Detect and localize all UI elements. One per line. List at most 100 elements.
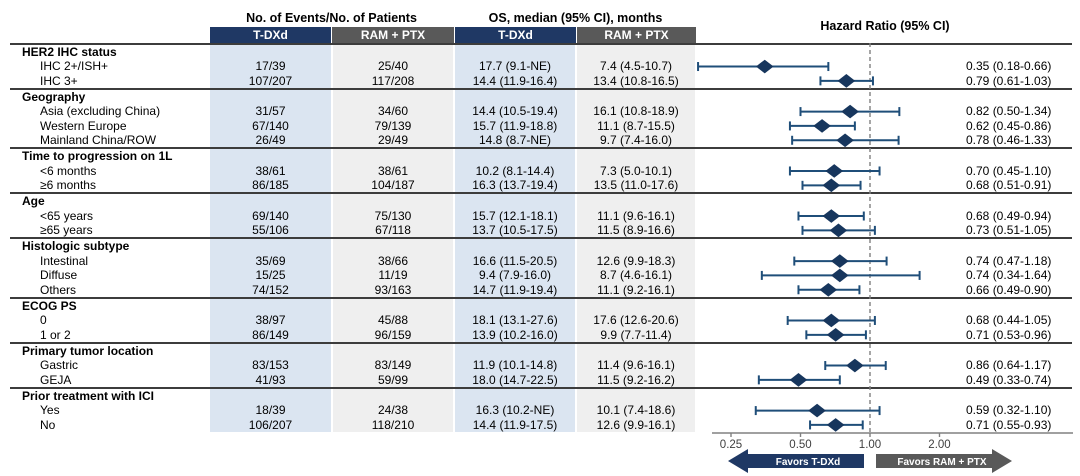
os-tdxd-cell: 17.7 (9.1-NE): [478, 59, 552, 74]
hazard-ratio-value: 0.66 (0.49-0.90): [966, 282, 1052, 297]
subgroup-label: No: [40, 417, 56, 432]
events-tdxd-cell: 83/153: [252, 358, 289, 373]
hazard-ratio-value: 0.62 (0.45-0.86): [966, 118, 1052, 133]
hazard-ratio-value: 0.71 (0.53-0.96): [966, 327, 1052, 342]
subgroup-row: <65 years 69/140 75/130 15.7 (12.1-18.1) 11.…: [10, 209, 1072, 223]
subgroup-label: 1 or 2: [40, 327, 71, 342]
section-header-row: Age: [10, 194, 1072, 208]
os-group-header: OS, median (95% CI), months: [488, 11, 663, 25]
events-tdxd-cell: 74/152: [252, 282, 289, 297]
section-label: Age: [22, 194, 45, 209]
subgroup-label: <65 years: [40, 208, 94, 223]
subgroup-label: Others: [40, 282, 77, 297]
section-header-row: Geography: [10, 90, 1072, 104]
hazard-ratio-value: 0.49 (0.33-0.74): [966, 372, 1052, 387]
subgroup-section: Age <65 years 69/140 75/130 15.7 (12.1-18.1)…: [10, 192, 1072, 237]
subgroup-section: Geography Asia (excluding China) 31/57 34/6…: [10, 88, 1072, 147]
events-tdxd-cell: 17/39: [255, 59, 286, 74]
events-ram-cell: 38/61: [377, 163, 409, 178]
os-tdxd-cell: 18.1 (13.1-27.6): [472, 313, 558, 328]
events-ram-cell: 24/38: [377, 403, 409, 418]
section-header-row: Time to progression on 1L: [10, 149, 1072, 163]
events-tdxd-cell: 15/25: [255, 268, 286, 283]
subgroup-row: IHC 2+/ISH+ 17/39 25/40 17.7 (9.1-NE) 7.4 (4…: [10, 59, 1072, 73]
subgroup-label: GEJA: [40, 372, 72, 387]
events-tdxd-cell: 67/140: [252, 118, 289, 133]
events-tdxd-cell: 86/149: [252, 327, 289, 342]
os-ram-cell: 11.5 (8.9-16.6): [597, 223, 675, 238]
subgroup-row: Others 74/152 93/163 14.7 (11.9-19.4) 11.1 (…: [10, 283, 1072, 297]
events-ram-cell: 83/149: [374, 358, 412, 373]
subgroup-row: No 106/207 118/210 14.4 (11.9-17.5) 12.6 (9.…: [10, 418, 1072, 432]
hazard-ratio-value: 0.68 (0.49-0.94): [966, 208, 1052, 223]
subgroup-row: Yes 18/39 24/38 16.3 (10.2-NE) 10.1 (7.4-18.…: [10, 403, 1072, 417]
subgroup-row: Diffuse 15/25 11/19 9.4 (7.9-16.0) 8.7 (4.6-…: [10, 268, 1072, 282]
os-ram-cell: 16.1 (10.8-18.9): [593, 104, 679, 119]
hazard-ratio-value: 0.79 (0.61-1.03): [966, 73, 1052, 88]
section-label: HER2 IHC status: [22, 45, 117, 59]
section-header-row: ECOG PS: [10, 299, 1072, 313]
events-ram-cell: 34/60: [377, 104, 409, 119]
subgroup-row: Asia (excluding China) 31/57 34/60 14.4 (10…: [10, 104, 1072, 118]
events-ram-cell: 11/19: [378, 268, 408, 283]
hazard-ratio-value: 0.73 (0.51-1.05): [966, 223, 1052, 238]
subgroup-section: Prior treatment with ICI Yes 18/39 24/38 16.…: [10, 386, 1072, 432]
os-tdxd-cell: 14.4 (10.5-19.4): [472, 104, 558, 119]
events-group-header: No. of Events/No. of Patients: [246, 11, 417, 25]
subgroup-row: Gastric 83/153 83/149 11.9 (10.1-14.8) 11.4 …: [10, 358, 1072, 372]
section-label: Time to progression on 1L: [22, 149, 173, 164]
favors-ram-label: Favors RAM + PTX: [897, 457, 987, 468]
os-tdxd-cell: 13.9 (10.2-16.0): [472, 327, 558, 342]
section-header-row: Primary tumor location: [10, 344, 1072, 358]
events-tdxd-cell: 106/207: [248, 417, 293, 432]
os-ram-cell: 12.6 (9.9-16.1): [596, 417, 676, 432]
subgroup-row: GEJA 41/93 59/99 18.0 (14.7-22.5) 11.5 (9.2-…: [10, 373, 1072, 387]
section-label: Primary tumor location: [22, 343, 154, 358]
subgroup-label: Gastric: [40, 358, 79, 373]
os-tdxd-cell: 15.7 (12.1-18.1): [472, 208, 558, 223]
os-ram-cell: 11.5 (9.2-16.2): [597, 372, 675, 387]
favors-ram-arrow: [876, 449, 1012, 473]
favors-tdxd-arrow: [728, 449, 864, 473]
subgroup-section: Time to progression on 1L <6 months 38/61 3…: [10, 147, 1072, 192]
events-tdxd-cell: 86/185: [252, 178, 289, 193]
os-ram-cell: 13.5 (11.0-17.6): [593, 178, 679, 193]
os-tdxd-cell: 13.7 (10.5-17.5): [472, 223, 558, 238]
events-ram-cell: 93/163: [374, 282, 412, 297]
os-ram-header: RAM + PTX: [577, 27, 696, 43]
events-ram-cell: 75/130: [374, 208, 412, 223]
subgroup-row: IHC 3+ 107/207 117/208 14.4 (11.9-16.4) 13.4…: [10, 74, 1072, 88]
subgroup-row: 1 or 2 86/149 96/159 13.9 (10.2-16.0) 9.9 (7…: [10, 328, 1072, 342]
x-axis-tick-label: 1.00: [859, 439, 881, 451]
hazard-ratio-value: 0.74 (0.34-1.64): [966, 268, 1052, 283]
events-tdxd-cell: 18/39: [255, 403, 286, 418]
section-label: ECOG PS: [22, 298, 77, 313]
os-tdxd-cell: 16.3 (10.2-NE): [475, 403, 555, 418]
favors-tdxd-label: Favors T-DXd: [776, 457, 840, 468]
subgroup-row: Mainland China/ROW 26/49 29/49 14.8 (8.7-NE…: [10, 133, 1072, 147]
subgroup-label: ≥65 years: [40, 223, 93, 238]
subgroup-label: IHC 2+/ISH+: [40, 59, 109, 74]
events-ram-cell: 67/118: [375, 223, 411, 238]
subgroup-section: HER2 IHC status IHC 2+/ISH+ 17/39 25/40 17.7…: [10, 43, 1072, 88]
subgroup-table: HER2 IHC status IHC 2+/ISH+ 17/39 25/40 17.7…: [10, 43, 1072, 432]
subgroup-row: Intestinal 35/69 38/66 16.6 (11.5-20.5) 12.6…: [10, 254, 1072, 268]
events-tdxd-cell: 31/57: [255, 104, 286, 119]
events-ram-cell: 96/159: [374, 327, 412, 342]
hazard-ratio-value: 0.35 (0.18-0.66): [966, 59, 1052, 74]
events-tdxd-header: T-DXd: [210, 27, 331, 43]
hazard-ratio-header: Hazard Ratio (95% CI): [820, 19, 950, 33]
events-ram-cell: 38/66: [377, 253, 409, 268]
os-tdxd-cell: 9.4 (7.9-16.0): [478, 268, 552, 283]
subgroup-label: Intestinal: [40, 253, 89, 268]
subgroup-label: ≥6 months: [40, 178, 96, 193]
os-ram-cell: 11.4 (9.6-16.1): [597, 358, 675, 373]
subgroup-label: Asia (excluding China): [40, 104, 161, 119]
os-tdxd-cell: 15.7 (11.9-18.8): [472, 118, 558, 133]
subgroup-label: IHC 3+: [40, 73, 78, 88]
subgroup-row: 0 38/97 45/88 18.1 (13.1-27.6) 17.6 (12.6-20…: [10, 313, 1072, 327]
os-tdxd-cell: 11.9 (10.1-14.8): [472, 358, 558, 373]
events-ram-cell: 118/210: [371, 417, 415, 432]
subgroup-row: Western Europe 67/140 79/139 15.7 (11.9-18.…: [10, 119, 1072, 133]
os-ram-cell: 17.6 (12.6-20.6): [593, 313, 679, 328]
